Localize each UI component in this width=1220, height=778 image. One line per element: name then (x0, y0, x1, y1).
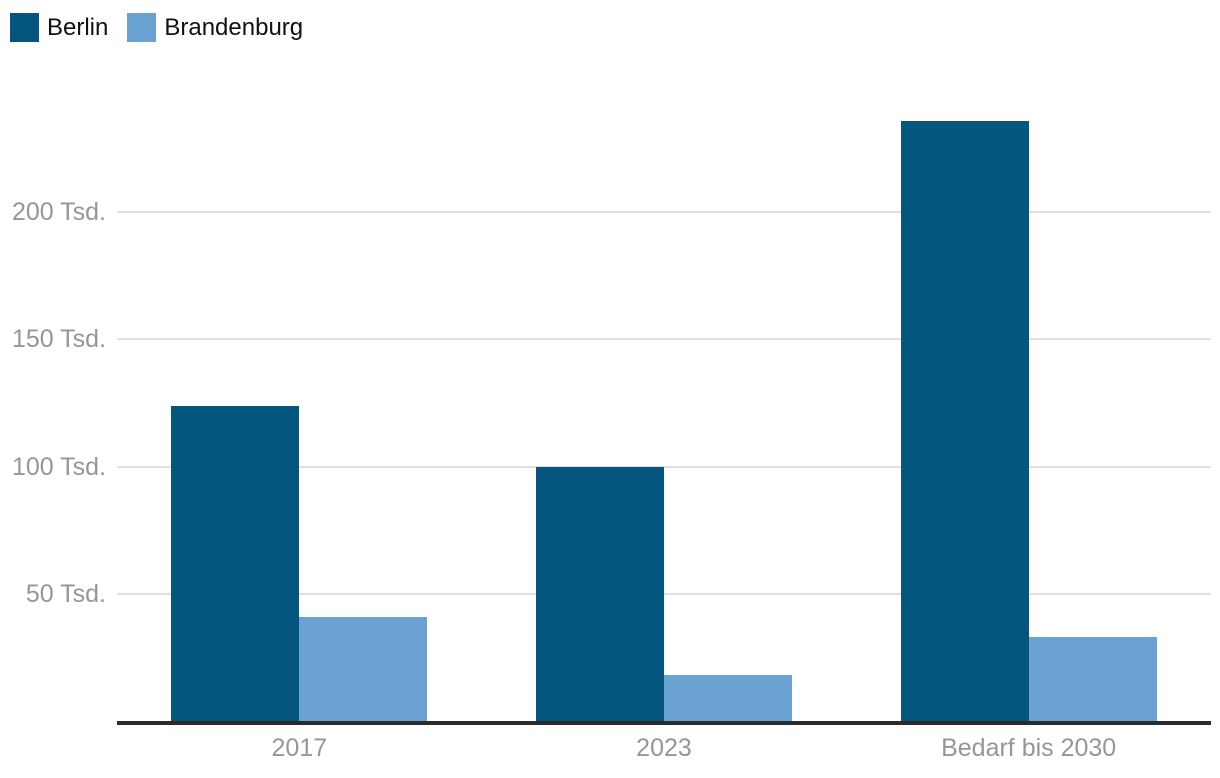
y-tick-label-200: 200 Tsd. (11, 198, 106, 227)
bar-berlin-2023[interactable] (535, 466, 664, 721)
x-tick-label-bedarf-bis-2030: Bedarf bis 2030 (941, 734, 1117, 762)
legend-swatch-brandenburg (127, 13, 157, 42)
gridline-100 (117, 465, 1211, 468)
legend-label-berlin: Berlin (47, 14, 109, 41)
legend-item-brandenburg: Brandenburg (127, 13, 303, 42)
bar-group-2023 (482, 90, 847, 721)
plot-area (117, 90, 1211, 725)
bar-brandenburg-2023[interactable] (663, 675, 792, 721)
y-tick-label-150: 150 Tsd. (11, 325, 106, 354)
legend-label-brandenburg: Brandenburg (164, 14, 304, 41)
bar-berlin-bedarf-bis-2030[interactable] (900, 120, 1029, 721)
gridline-50 (117, 592, 1211, 595)
legend: Berlin Brandenburg (10, 13, 322, 42)
gridline-200 (117, 211, 1211, 214)
legend-swatch-berlin (10, 13, 39, 42)
bar-group-Bedarf bis 2030 (846, 90, 1211, 721)
bar-group-2017 (117, 90, 482, 721)
x-tick-label-2023: 2023 (636, 734, 692, 762)
x-tick-label-2017: 2017 (271, 734, 328, 762)
gridline-150 (117, 338, 1211, 341)
bar-brandenburg-bedarf-bis-2030[interactable] (1028, 637, 1157, 721)
y-tick-label-50: 50 Tsd. (25, 579, 106, 608)
legend-item-berlin: Berlin (10, 13, 108, 42)
bar-brandenburg-2017[interactable] (299, 616, 428, 721)
y-tick-label-100: 100 Tsd. (11, 452, 106, 481)
bar-berlin-2017[interactable] (171, 405, 300, 721)
